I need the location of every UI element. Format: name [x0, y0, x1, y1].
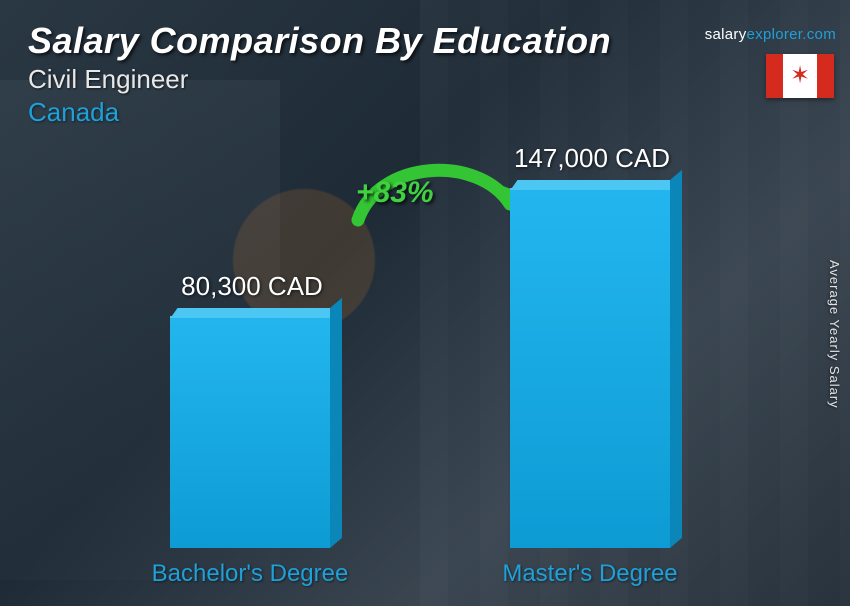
watermark: salaryexplorer.com — [705, 26, 836, 43]
bar-0 — [170, 316, 330, 548]
bar-rect — [170, 316, 330, 548]
bar-rect — [510, 188, 670, 548]
chart-container: Salary Comparison By Education Civil Eng… — [0, 0, 850, 606]
chart-country: Canada — [28, 97, 611, 128]
bar-chart: +83% 80,300 CAD Bachelor's Degree 147,00… — [0, 166, 850, 606]
flag-canada-icon: ✶ — [766, 54, 834, 98]
watermark-part2: explorer — [747, 26, 803, 43]
flag-band — [766, 54, 783, 98]
header: Salary Comparison By Education Civil Eng… — [28, 20, 611, 128]
bar-1 — [510, 188, 670, 548]
flag-mid: ✶ — [783, 54, 817, 98]
chart-subtitle: Civil Engineer — [28, 64, 611, 95]
watermark-suffix: .com — [802, 26, 836, 43]
watermark-part1: salary — [705, 26, 747, 43]
bar-value-0: 80,300 CAD — [112, 271, 392, 302]
bar-label-0: Bachelor's Degree — [100, 560, 400, 588]
chart-title: Salary Comparison By Education — [28, 20, 611, 62]
bar-label-1: Master's Degree — [440, 560, 740, 588]
maple-leaf-icon: ✶ — [790, 64, 810, 88]
bar-value-1: 147,000 CAD — [452, 143, 732, 174]
delta-percent: +83% — [356, 176, 434, 210]
flag-band — [817, 54, 834, 98]
